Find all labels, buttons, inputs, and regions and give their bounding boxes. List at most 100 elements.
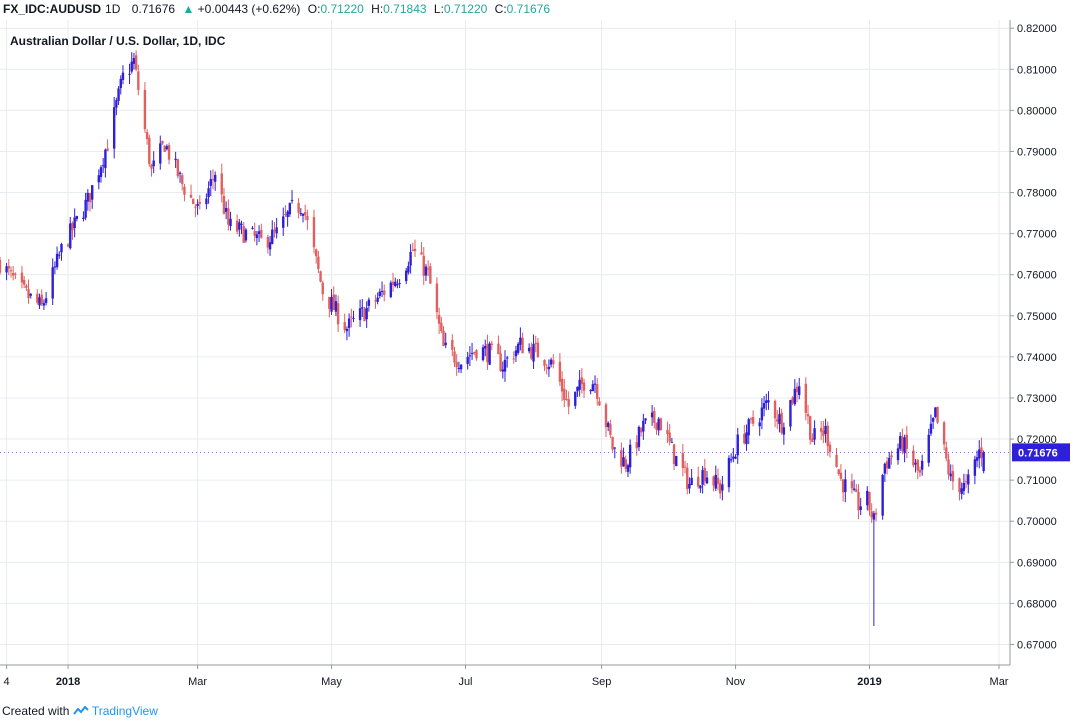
candle-body[interactable] xyxy=(762,403,766,409)
candle-body[interactable] xyxy=(899,436,902,449)
candle-body[interactable] xyxy=(780,412,783,433)
candle-body[interactable] xyxy=(51,267,54,299)
candle-body[interactable] xyxy=(407,266,410,273)
candle-body[interactable] xyxy=(732,456,735,459)
candle-body[interactable] xyxy=(112,107,116,149)
candle-body[interactable] xyxy=(314,249,318,257)
time-axis[interactable]: 4 2018 Mar May Jul Sep Nov 2019 Mar xyxy=(0,664,1010,688)
candle-body[interactable] xyxy=(962,482,966,491)
candle-body[interactable] xyxy=(565,398,568,400)
candle-body[interactable] xyxy=(306,215,309,220)
candle-body[interactable] xyxy=(192,198,195,205)
candle-body[interactable] xyxy=(470,352,474,354)
candle-body[interactable] xyxy=(675,455,678,466)
candle-body[interactable] xyxy=(413,248,417,252)
tradingview-brand[interactable]: TradingView xyxy=(91,704,158,718)
candle-body[interactable] xyxy=(560,378,564,392)
candle-body[interactable] xyxy=(14,273,17,275)
candle-body[interactable] xyxy=(563,388,566,400)
candle-body[interactable] xyxy=(40,294,43,305)
candle-body[interactable] xyxy=(642,420,645,432)
candle-body[interactable] xyxy=(284,213,287,215)
candle-body[interactable] xyxy=(455,362,458,368)
candle-body[interactable] xyxy=(813,428,816,440)
candle-body[interactable] xyxy=(442,330,445,346)
candle-body[interactable] xyxy=(473,352,476,354)
candle-body[interactable] xyxy=(328,296,331,309)
candle-body[interactable] xyxy=(119,78,122,89)
candle-body[interactable] xyxy=(844,479,847,493)
candle-body[interactable] xyxy=(795,386,799,393)
candle-body[interactable] xyxy=(273,230,276,232)
candle-body[interactable] xyxy=(130,61,133,72)
candle-body[interactable] xyxy=(688,483,691,489)
candle-body[interactable] xyxy=(609,424,612,435)
candle-body[interactable] xyxy=(20,272,24,283)
candle-body[interactable] xyxy=(580,377,584,385)
candle-body[interactable] xyxy=(670,441,674,443)
candle-body[interactable] xyxy=(174,158,177,161)
candle-body[interactable] xyxy=(536,342,540,358)
candle-body[interactable] xyxy=(115,100,118,108)
candle-body[interactable] xyxy=(734,456,737,459)
candle-body[interactable] xyxy=(481,347,485,361)
candle-body[interactable] xyxy=(42,303,46,306)
candle-body[interactable] xyxy=(422,255,425,276)
candle-body[interactable] xyxy=(475,350,478,359)
candle-body[interactable] xyxy=(332,294,335,310)
candle-body[interactable] xyxy=(361,307,364,309)
candle-body[interactable] xyxy=(655,422,658,430)
candle-body[interactable] xyxy=(868,491,871,511)
candle-body[interactable] xyxy=(429,266,432,284)
candle-body[interactable] xyxy=(808,416,812,440)
candle-body[interactable] xyxy=(582,382,586,391)
candle-body[interactable] xyxy=(69,223,72,249)
candle-body[interactable] xyxy=(936,406,939,423)
candle-body[interactable] xyxy=(681,453,685,468)
candle-body[interactable] xyxy=(22,279,26,285)
candle-body[interactable] xyxy=(593,383,597,385)
candle-body[interactable] xyxy=(705,477,709,484)
candle-body[interactable] xyxy=(653,410,656,423)
candle-body[interactable] xyxy=(97,175,101,183)
candle-body[interactable] xyxy=(11,273,15,276)
candle-body[interactable] xyxy=(626,465,630,472)
candle-body[interactable] xyxy=(53,266,57,268)
candle-body[interactable] xyxy=(721,484,724,491)
candle-body[interactable] xyxy=(534,342,537,344)
candle-body[interactable] xyxy=(389,282,393,298)
candle-body[interactable] xyxy=(973,459,977,476)
candle-body[interactable] xyxy=(951,471,955,482)
candle-body[interactable] xyxy=(578,379,581,390)
candle-body[interactable] xyxy=(7,266,10,269)
candle-body[interactable] xyxy=(778,414,781,425)
candle-body[interactable] xyxy=(885,461,889,469)
candle-body[interactable] xyxy=(198,201,202,204)
candle-body[interactable] xyxy=(336,303,340,325)
candle-body[interactable] xyxy=(242,226,245,243)
candle-body[interactable] xyxy=(888,457,891,469)
candle-body[interactable] xyxy=(841,479,845,493)
candle-body[interactable] xyxy=(457,367,461,369)
candle-body[interactable] xyxy=(75,215,79,219)
candle-body[interactable] xyxy=(238,222,241,230)
candle-body[interactable] xyxy=(117,88,120,101)
candle-body[interactable] xyxy=(958,478,961,493)
candle-body[interactable] xyxy=(220,173,223,195)
candle-body[interactable] xyxy=(148,137,151,165)
candle-body[interactable] xyxy=(828,444,832,452)
candle-body[interactable] xyxy=(99,167,103,177)
candle-body[interactable] xyxy=(982,452,985,472)
candle-body[interactable] xyxy=(826,425,829,447)
candle-body[interactable] xyxy=(839,472,843,479)
candle-body[interactable] xyxy=(297,202,300,213)
candle-body[interactable] xyxy=(714,474,717,489)
candle-body[interactable] xyxy=(716,477,720,484)
candle-body[interactable] xyxy=(901,436,904,452)
candle-body[interactable] xyxy=(718,483,722,494)
candle-body[interactable] xyxy=(791,397,794,403)
candle-body[interactable] xyxy=(701,470,704,485)
candle-body[interactable] xyxy=(798,386,801,396)
candle-body[interactable] xyxy=(9,270,13,272)
